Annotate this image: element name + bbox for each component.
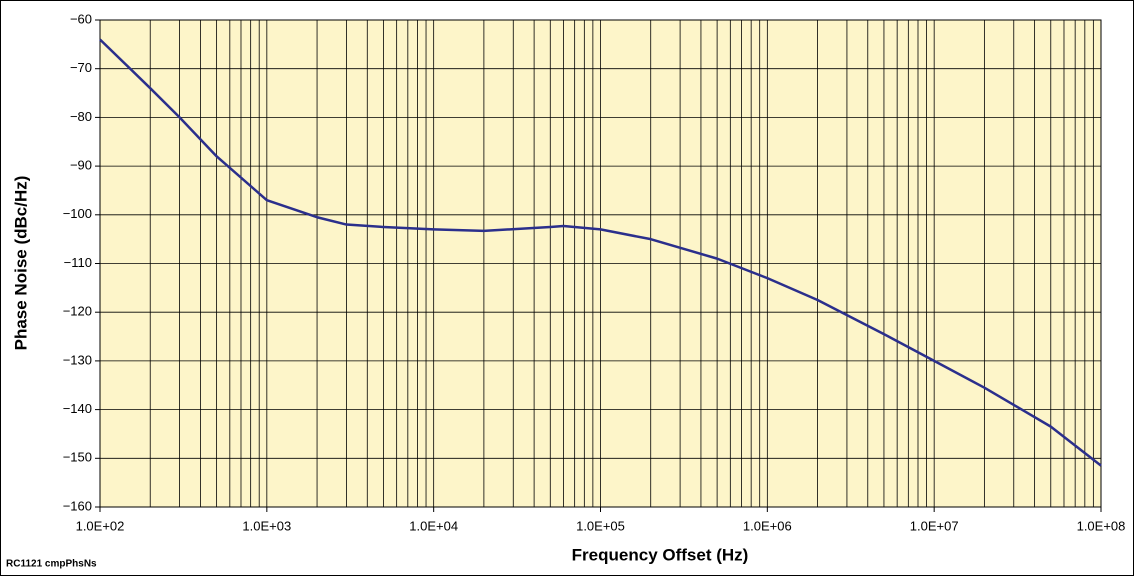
y-tick-label: −100 — [63, 206, 92, 221]
y-tick-label: −70 — [70, 60, 92, 75]
y-tick-label: −140 — [63, 401, 92, 416]
footnote: RC1121 cmpPhsNs — [6, 559, 97, 570]
x-tick-label: 1.0E+05 — [576, 518, 625, 533]
x-axis-label: Frequency Offset (Hz) — [572, 545, 749, 564]
y-tick-label: −150 — [63, 450, 92, 465]
x-tick-label: 1.0E+06 — [743, 518, 792, 533]
series-line — [99, 38, 1102, 467]
y-tick-label: −90 — [70, 158, 92, 173]
x-tick-label: 1.0E+07 — [910, 518, 959, 533]
x-tick-label: 1.0E+02 — [76, 518, 125, 533]
x-tick-label: 1.0E+04 — [409, 518, 458, 533]
x-tick-label: 1.0E+08 — [1077, 518, 1126, 533]
y-tick-label: −80 — [70, 109, 92, 124]
y-tick-label: −60 — [70, 11, 92, 26]
y-tick-label: −120 — [63, 304, 92, 319]
plot-border — [99, 19, 1102, 508]
y-tick-label: −110 — [64, 255, 92, 270]
x-tick-label: 1.0E+03 — [242, 518, 291, 533]
y-tick-label: −130 — [63, 352, 92, 367]
y-axis-label: Phase Noise (dBc/Hz) — [11, 176, 30, 351]
y-tick-label: −160 — [63, 498, 92, 513]
